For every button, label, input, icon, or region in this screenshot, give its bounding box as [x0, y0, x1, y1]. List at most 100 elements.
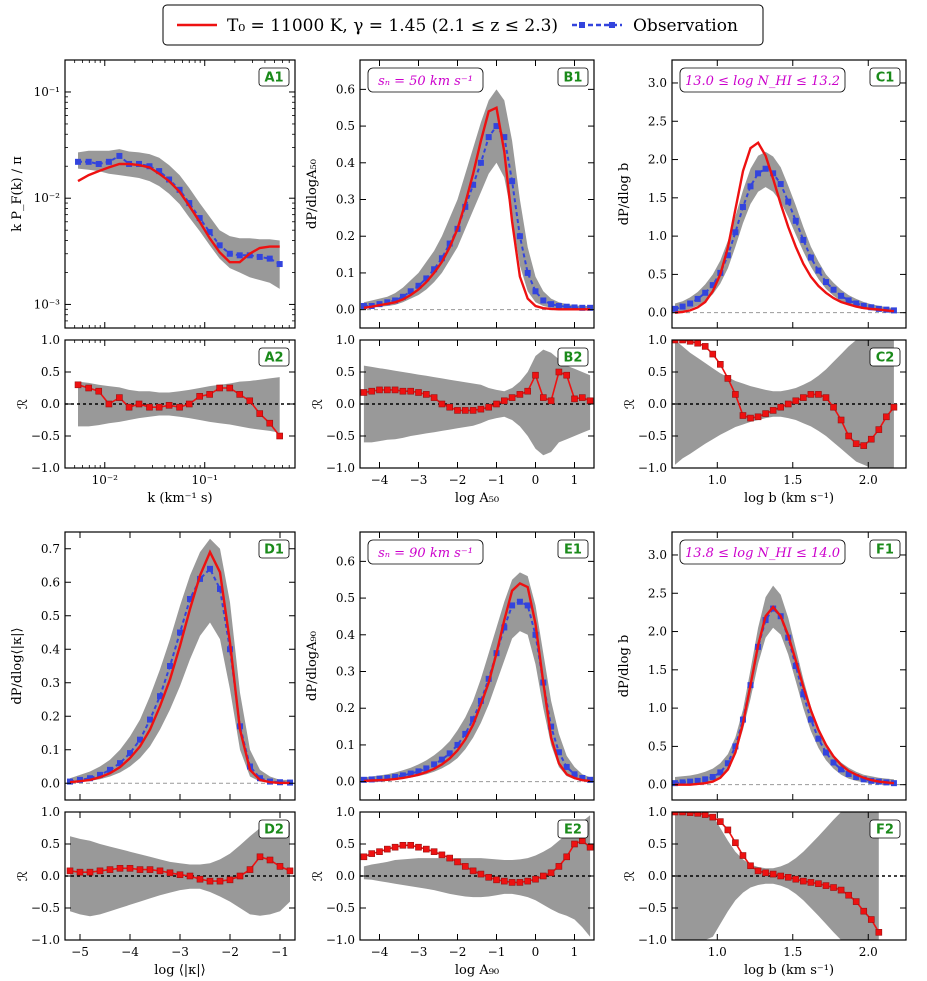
- ratio-point: [571, 840, 578, 848]
- y-tick-label: −0.5: [638, 429, 667, 443]
- y-axis-label: ℛ: [16, 399, 31, 409]
- observation-point: [392, 297, 399, 304]
- observation-point: [470, 181, 477, 188]
- ratio-point: [477, 405, 485, 413]
- ratio-point: [430, 848, 438, 855]
- observation-point: [217, 585, 223, 592]
- x-axis-label: k (km⁻¹ s): [147, 491, 212, 506]
- ratio-point: [709, 813, 717, 821]
- ratio-point: [376, 848, 383, 855]
- observation-point: [563, 303, 570, 310]
- x-tick-label: −5: [71, 945, 89, 959]
- observation-point: [423, 275, 430, 282]
- y-tick-label: 0.5: [41, 365, 60, 379]
- ratio-point: [739, 412, 747, 419]
- panel-tag-box: [869, 819, 901, 839]
- observation-point: [446, 240, 453, 247]
- observation-point: [587, 304, 594, 311]
- observation-point: [524, 602, 531, 609]
- ratio-point: [360, 853, 368, 861]
- ratio-point: [155, 403, 163, 411]
- y-tick-label: 10⁻²: [34, 191, 61, 205]
- y-axis-label: dP/dlog b: [617, 635, 632, 698]
- y-tick-label: −1.0: [326, 461, 355, 475]
- panel-tag-box: [258, 539, 290, 559]
- ratio-point: [777, 403, 784, 411]
- observation-point: [166, 176, 173, 183]
- y-tick-label: 0.5: [336, 119, 355, 133]
- ratio-point: [555, 863, 563, 870]
- observation-point: [822, 279, 829, 286]
- observation-point: [807, 716, 814, 723]
- y-tick-label: 0.2: [336, 229, 355, 243]
- ratio-point: [867, 916, 875, 923]
- ratio-point: [286, 867, 294, 875]
- ratio-point: [769, 870, 777, 878]
- observation-point: [815, 267, 822, 274]
- ratio-point: [469, 407, 477, 414]
- y-tick-label: 0.0: [648, 869, 667, 883]
- ratio-point: [524, 387, 532, 395]
- ratio-point: [166, 869, 174, 877]
- uncertainty-band: [70, 821, 290, 917]
- ratio-point: [578, 394, 586, 401]
- ratio-point: [446, 403, 454, 411]
- panel-e1: 0.0 0.1 0.2 0.3 0.4 0.5 0.6 dP/dlogA₉₀ E1 sₙ = 90…: [305, 531, 595, 801]
- plot-area: [360, 572, 594, 783]
- annotation-label: 13.0 ≤ log N_HI ≤ 13.2: [685, 74, 840, 89]
- ratio-point: [508, 879, 516, 886]
- y-tick-label: 1.0: [336, 805, 355, 819]
- observation-point: [156, 168, 163, 175]
- observation-point: [732, 229, 739, 236]
- observation-point: [770, 170, 777, 177]
- ratio-point: [800, 394, 807, 401]
- uncertainty-band: [70, 538, 290, 784]
- x-tick-label: −2: [449, 473, 467, 487]
- y-axis-label: ℛ: [311, 871, 326, 881]
- y-tick-label: −1.0: [638, 933, 667, 947]
- panel-c2: 1.0 1.5 2.0 −1.0 −0.5 0.0 0.5 1.0 log b (km s⁻¹)…: [623, 333, 907, 506]
- observation-point: [236, 252, 243, 259]
- ratio-point: [547, 397, 555, 405]
- y-tick-label: 0.0: [648, 306, 667, 320]
- ratio-point: [516, 879, 524, 886]
- observation-point: [137, 736, 143, 743]
- observation-point: [157, 693, 163, 700]
- x-axis-label: log ⟨|κ|⟩: [154, 963, 205, 978]
- observation-point: [177, 629, 183, 636]
- panel-tag-label: C1: [876, 71, 895, 86]
- y-tick-label: 0.5: [648, 267, 667, 281]
- plot-area: [65, 377, 295, 440]
- observation-point: [470, 716, 477, 723]
- panel-a1: 10⁻³ 10⁻² 10⁻¹ k P_F(k) / π A1: [10, 59, 296, 329]
- ratio-point: [563, 853, 571, 861]
- panel-frame: [671, 531, 907, 801]
- ratio-point: [586, 843, 594, 851]
- observation-point: [147, 716, 153, 723]
- ratio-point: [694, 812, 701, 817]
- panel-e2: −4 −3 −2 −1 0 1 −1.0 −0.5 0.0 0.5 1.0 log A₉₀ ℛ E2: [311, 805, 595, 978]
- x-tick-label: −2: [449, 945, 467, 959]
- ratio-point: [368, 387, 376, 395]
- ratio-point: [186, 872, 194, 880]
- y-tick-label: 0.6: [336, 82, 355, 96]
- ratio-point: [85, 384, 92, 392]
- ratio-point: [860, 907, 868, 915]
- ratio-point: [792, 875, 800, 883]
- panel-d1: 0.0 0.1 0.2 0.3 0.4 0.5 0.6 0.7 dP/dlog⟨|κ|⟩ D1: [10, 531, 296, 801]
- y-tick-label: 2.5: [648, 586, 667, 600]
- panel-tag-box: [258, 347, 290, 367]
- observation-point: [266, 255, 273, 262]
- annotation-box: [367, 67, 484, 93]
- observation-point: [739, 204, 746, 211]
- ratio-point: [407, 387, 415, 395]
- x-tick-label: −4: [121, 945, 139, 959]
- x-tick-label: 1.0: [708, 945, 727, 959]
- y-tick-label: −1.0: [31, 933, 60, 947]
- ratio-point: [165, 401, 173, 409]
- observation-point: [694, 777, 701, 784]
- ratio-point: [256, 853, 264, 861]
- ratio-point: [376, 386, 383, 394]
- ratio-point: [792, 397, 800, 405]
- observation-point: [890, 780, 897, 787]
